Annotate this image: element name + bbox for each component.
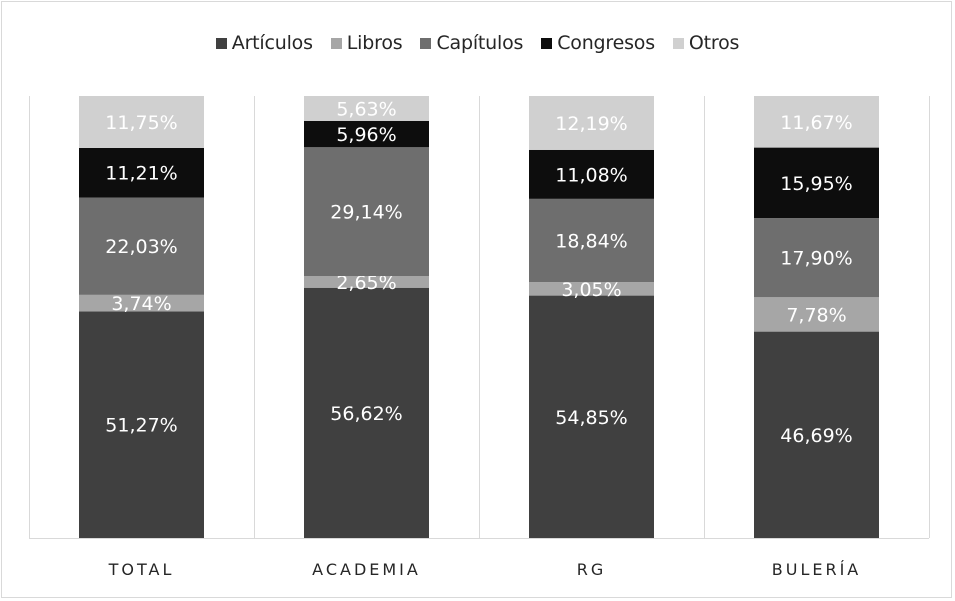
data-label-total-libros: 3,74% — [111, 293, 171, 315]
data-label-rg-capitulos: 18,84% — [555, 230, 627, 252]
legend-item-capitulos: Capítulos — [420, 32, 523, 54]
bar-segment-buleria-congresos — [754, 147, 879, 219]
bar-segment-academia-libros — [304, 276, 429, 288]
data-label-rg-articulos: 54,85% — [555, 407, 627, 429]
bar-segment-total-otros — [79, 96, 204, 148]
bar-segment-rg-congresos — [529, 149, 654, 199]
data-label-buleria-capitulos: 17,90% — [780, 248, 852, 270]
data-label-academia-articulos: 56,62% — [330, 403, 402, 425]
data-label-total-capitulos: 22,03% — [105, 236, 177, 258]
category-label-total: TOTAL — [108, 560, 175, 579]
legend-swatch-capitulos — [420, 37, 432, 49]
legend-label-libros: Libros — [346, 32, 403, 54]
legend-label-capitulos: Capítulos — [436, 32, 524, 54]
legend: Artículos Libros Capítulos Congresos Otr… — [0, 30, 955, 56]
legend-swatch-otros — [672, 37, 684, 49]
data-label-academia-capitulos: 29,14% — [330, 202, 402, 224]
bar-segment-buleria-articulos — [754, 331, 879, 538]
data-label-academia-libros: 2,65% — [336, 272, 396, 294]
bar-segment-rg-capitulos — [529, 198, 654, 283]
legend-item-congresos: Congresos — [541, 32, 655, 54]
data-label-buleria-articulos: 46,69% — [780, 425, 852, 447]
data-label-academia-congresos: 5,96% — [336, 124, 396, 146]
bar-segment-rg-otros — [529, 96, 654, 150]
bar-segment-total-libros — [79, 294, 204, 312]
bar-segment-rg-articulos — [529, 295, 654, 538]
legend-item-articulos: Artículos — [215, 32, 313, 54]
category-label-rg: RG — [577, 560, 607, 579]
bar-segment-rg-libros — [529, 282, 654, 296]
bar-segment-buleria-capitulos — [754, 218, 879, 298]
legend-swatch-articulos — [215, 37, 227, 49]
legend-label-otros: Otros — [688, 32, 740, 54]
bar-segment-total-capitulos — [79, 197, 204, 295]
data-label-buleria-libros: 7,78% — [786, 304, 846, 326]
data-label-total-articulos: 51,27% — [105, 415, 177, 437]
bar-segment-total-congresos — [79, 147, 204, 198]
bar-segment-academia-otros — [304, 96, 429, 121]
data-label-buleria-congresos: 15,95% — [780, 173, 852, 195]
legend-label-articulos: Artículos — [231, 32, 313, 54]
data-label-buleria-otros: 11,67% — [780, 112, 852, 134]
bar-segment-buleria-otros — [754, 96, 879, 148]
data-label-rg-libros: 3,05% — [561, 279, 621, 301]
bar-segment-buleria-libros — [754, 297, 879, 332]
bar-segment-academia-capitulos — [304, 147, 429, 277]
bar-segment-academia-articulos — [304, 287, 429, 538]
data-label-total-otros: 11,75% — [105, 112, 177, 134]
legend-swatch-libros — [330, 37, 342, 49]
category-label-buleria: BULERÍA — [772, 560, 862, 579]
data-label-academia-otros: 5,63% — [336, 98, 396, 120]
data-label-total-congresos: 11,21% — [105, 163, 177, 185]
category-label-academia: ACADEMIA — [312, 560, 421, 579]
bar-segment-academia-congresos — [304, 120, 429, 148]
data-label-rg-otros: 12,19% — [555, 113, 627, 135]
legend-item-libros: Libros — [330, 32, 403, 54]
legend-label-congresos: Congresos — [557, 32, 655, 54]
legend-swatch-congresos — [541, 37, 553, 49]
legend-item-otros: Otros — [672, 32, 740, 54]
data-label-rg-congresos: 11,08% — [555, 164, 627, 186]
bar-segment-total-articulos — [79, 311, 204, 538]
